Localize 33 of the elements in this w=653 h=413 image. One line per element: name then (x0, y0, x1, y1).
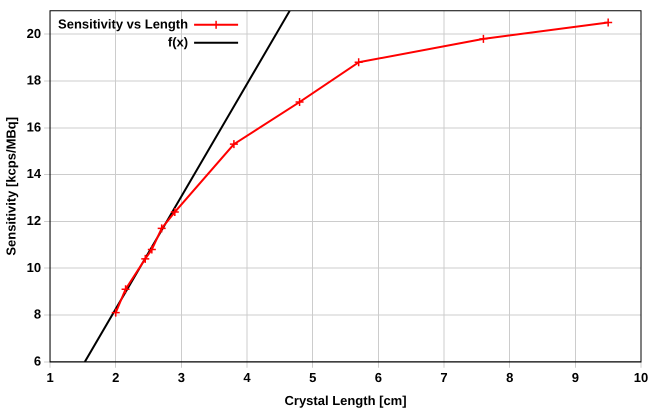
point (603, 18, 613, 28)
x-tick-label: 5 (309, 370, 316, 386)
y-tick-label: 6 (34, 353, 42, 368)
point (140, 254, 150, 264)
point (354, 58, 364, 68)
x-tick-label: 8 (506, 370, 514, 386)
y-tick-label: 12 (26, 212, 42, 228)
x-tick-label: 2 (112, 370, 120, 386)
point (147, 244, 157, 254)
x-tick-label: 10 (634, 370, 648, 386)
point (229, 139, 239, 149)
y-tick-label: 14 (26, 166, 42, 182)
y-tick-label: 18 (26, 72, 42, 88)
x-tick-label: 9 (572, 370, 579, 386)
x-tick-label: 6 (374, 370, 382, 386)
point (294, 97, 304, 107)
y-axis-title: Sensitivity [kcps/MBq] (3, 116, 18, 256)
x-tick-label: 3 (178, 370, 185, 386)
point (478, 34, 488, 44)
x-tick-label: 4 (243, 370, 252, 386)
point (120, 284, 130, 294)
y-tick-label: 16 (26, 119, 42, 134)
point (170, 207, 180, 217)
point (110, 308, 120, 318)
x-tick-label: 7 (440, 370, 448, 386)
legend-label: f(x) (168, 34, 188, 50)
x-axis-title: Crystal Length [cm] (284, 392, 407, 408)
y-tick-label: 20 (26, 26, 42, 41)
point (156, 224, 166, 234)
y-tick-label: 8 (34, 306, 42, 322)
x-tick-label: 1 (46, 370, 54, 386)
legend-label: Sensitivity vs Length (58, 16, 188, 32)
y-tick-label: 10 (26, 260, 42, 275)
